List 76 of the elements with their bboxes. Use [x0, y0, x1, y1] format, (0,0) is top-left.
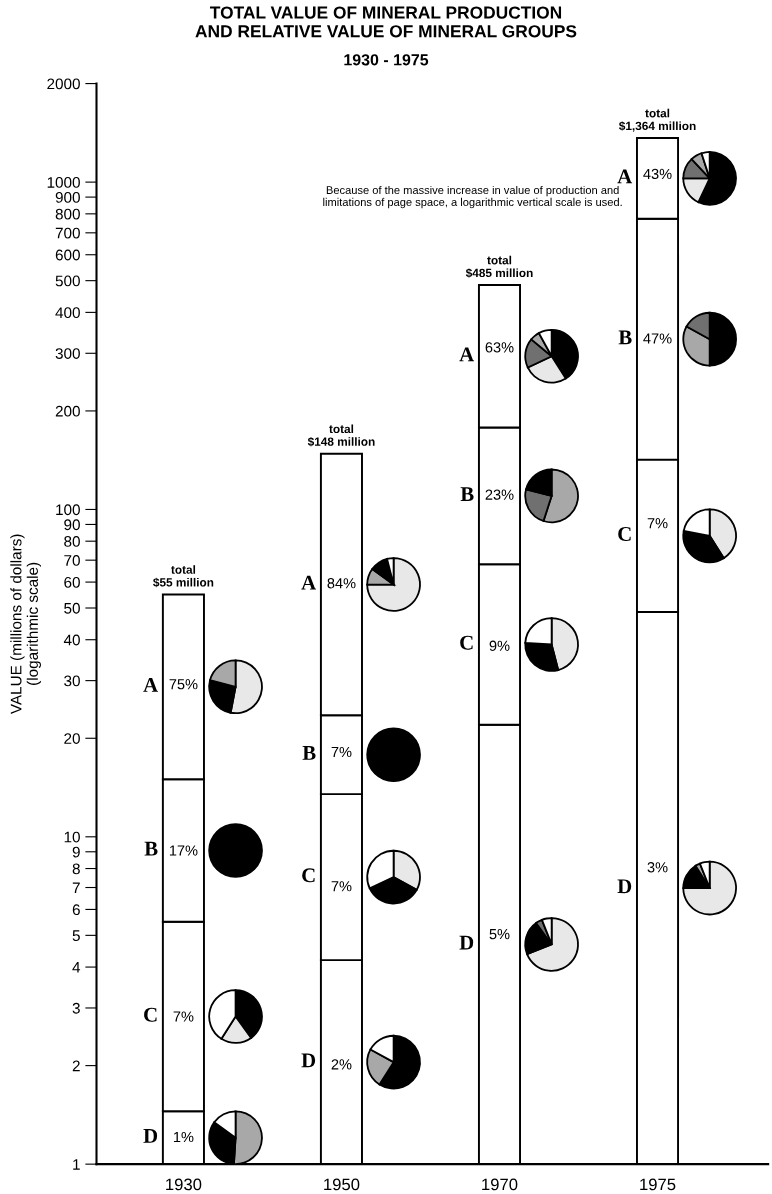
pie-slice [682, 860, 737, 916]
text: C [618, 527, 631, 542]
y-tick-label: 60 [64, 576, 80, 588]
annotation: 7% [331, 746, 352, 758]
y-tick-label: 8 [72, 863, 80, 875]
total-label: total $55 million [153, 565, 214, 588]
annotation: 43% [643, 168, 672, 180]
text: C [144, 1007, 157, 1022]
y-tick-label: 5 [72, 930, 80, 942]
text: B [618, 330, 632, 345]
text: D [459, 935, 474, 950]
text: D [301, 1053, 316, 1068]
y-tick-label: 400 [55, 307, 80, 319]
y-tick-label: 7 [72, 882, 80, 894]
annotation: 1% [173, 1131, 194, 1143]
y-tick-label: 4 [72, 962, 81, 973]
annotation: 17% [169, 845, 198, 856]
y-tick-label: 2 [72, 1060, 80, 1072]
annotation: 47% [643, 333, 672, 344]
total-label: total $148 million [307, 424, 375, 447]
y-tick-label: 900 [55, 191, 80, 203]
series-label: D [143, 1129, 158, 1143]
annotation: 7% [331, 881, 352, 892]
text: A [143, 678, 158, 692]
y-tick-label: 40 [63, 634, 80, 646]
chart-subtitle: 1930 - 1975 [344, 54, 429, 66]
y-tick-label: 3 [72, 1002, 80, 1014]
y-tick-label: 9 [72, 846, 80, 858]
x-tick-label: 1930 [166, 1178, 202, 1191]
annotation: 23% [485, 489, 514, 500]
y-tick-label: 700 [55, 227, 80, 239]
pie-slice [526, 917, 579, 972]
annotation: 5% [489, 929, 510, 940]
y-tick-label: 80 [64, 536, 80, 547]
annotation: 63% [485, 342, 514, 353]
annotation: Because of the massive increase in value of production and limitations of page space, a logarithmic vertical scale is used. [323, 185, 622, 209]
y-tick-label: 300 [55, 348, 80, 359]
annotation: 9% [489, 640, 510, 651]
y-tick-label: 200 [55, 405, 80, 417]
series-label: A [459, 347, 475, 362]
y-tick-label: 90 [64, 519, 80, 531]
annotation: 2% [331, 1059, 352, 1070]
y-tick-label: 600 [55, 249, 80, 261]
y-tick-label: 50 [64, 602, 80, 614]
y-tick-label: 1 [73, 1159, 80, 1170]
y-tick-label: 70 [64, 555, 80, 566]
total-label: total $1,364 million [618, 108, 696, 132]
chart-title: TOTAL VALUE OF MINERAL PRODUCTION AND RELATIVE VALUE OF MINERAL GROUPS [195, 6, 577, 38]
y-tick-label: 100 [56, 504, 80, 516]
text: C [302, 868, 315, 883]
y-tick-label: 800 [55, 208, 80, 220]
total-label: total $485 million [465, 255, 533, 278]
y-tick-label: 30 [64, 675, 80, 687]
y-tick-label: 1000 [47, 176, 80, 188]
y-axis-title: VALUE (millions of dollars) (logarithmic scale) [10, 534, 41, 715]
text: A [301, 575, 317, 590]
annotation: 84% [327, 578, 356, 589]
text: A [617, 169, 633, 184]
y-tick-label: 2000 [47, 78, 80, 90]
text: B [460, 487, 474, 501]
series-label: B [144, 841, 158, 856]
annotation: 7% [647, 518, 668, 529]
annotation: 75% [169, 679, 198, 690]
x-tick-label: 1950 [324, 1178, 360, 1191]
y-tick-label: 500 [55, 275, 80, 287]
y-tick-label: 20 [64, 733, 80, 744]
x-tick-label: 1970 [482, 1178, 518, 1191]
pie-slice [366, 557, 421, 612]
annotation: 3% [647, 862, 668, 873]
x-tick-label: 1975 [640, 1178, 676, 1191]
y-tick-label: 6 [72, 904, 80, 916]
series-label: C [460, 635, 473, 650]
y-tick-label: 10 [64, 831, 80, 843]
text: B [302, 746, 316, 760]
annotation: 7% [173, 1011, 194, 1022]
text: D [617, 879, 632, 894]
